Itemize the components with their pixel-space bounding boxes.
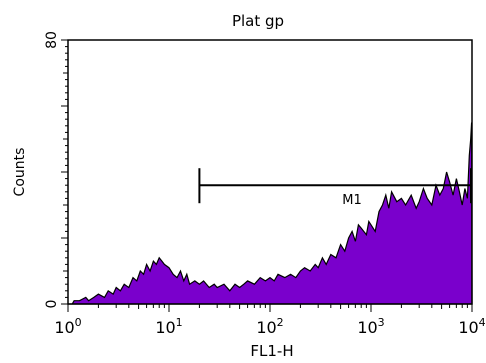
marker-label: M1: [342, 193, 362, 208]
x-tick-label: 101: [155, 316, 182, 337]
y-axis-label: Counts: [12, 148, 28, 197]
x-tick-label: 104: [458, 316, 485, 337]
x-tick-label: 102: [256, 316, 283, 337]
x-axis-ticks: 100 101 102 103 104: [54, 304, 486, 337]
y-axis-ticks: 0 80: [44, 31, 68, 308]
x-tick-label: 103: [357, 316, 384, 337]
marker-m1: M1: [198, 168, 472, 208]
x-axis-label: FL1-H: [250, 342, 293, 360]
y-tick-label: 0: [44, 300, 60, 309]
histogram-area: [68, 122, 473, 305]
y-tick-label: 80: [44, 31, 60, 49]
chart-title: Plat gp: [232, 12, 284, 30]
plot-area: [68, 122, 473, 305]
x-tick-label: 100: [54, 316, 81, 337]
